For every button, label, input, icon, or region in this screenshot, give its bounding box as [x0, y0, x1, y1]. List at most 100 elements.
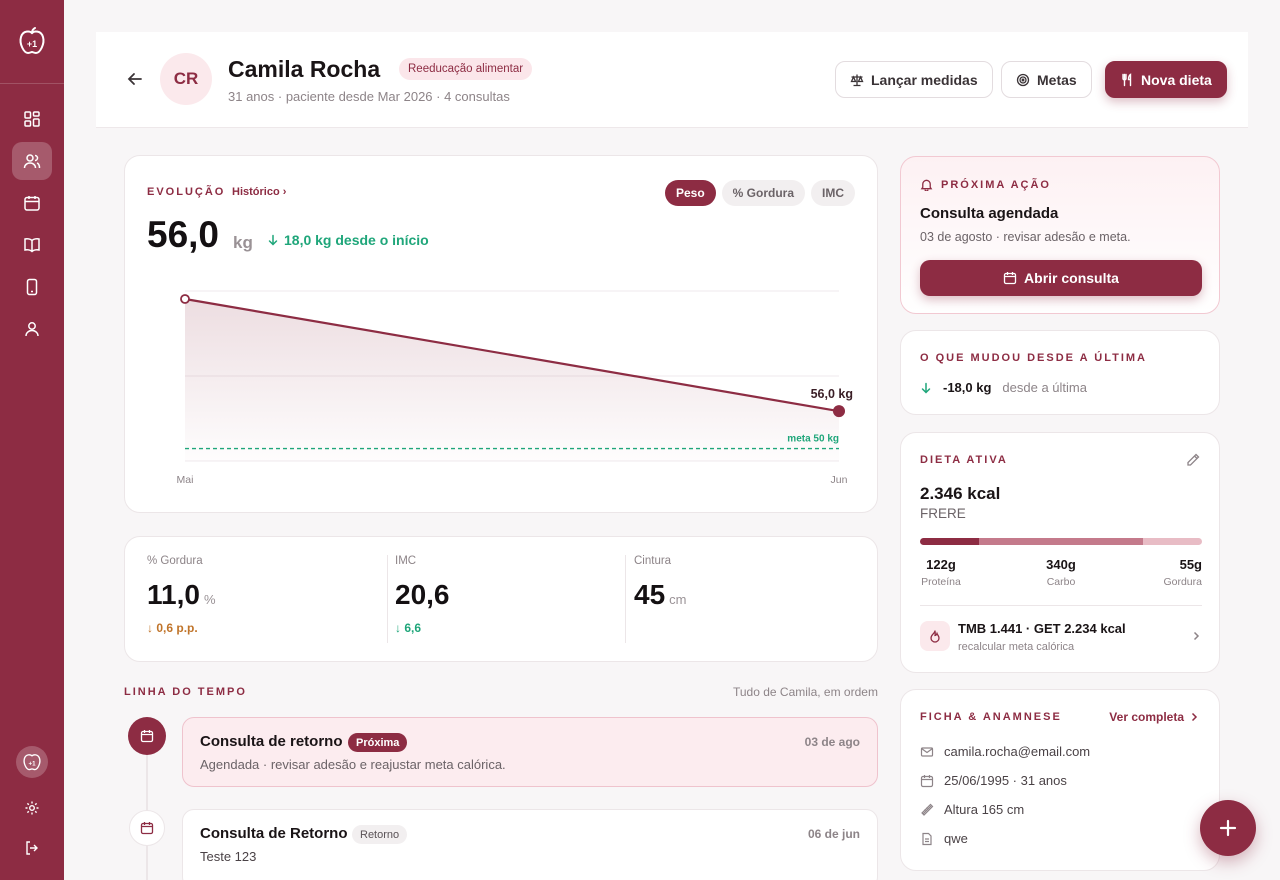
metric-gordura: % Gordura 11,0% ↓ 0,6 p.p.	[147, 555, 367, 643]
new-diet-button-label: Nova dieta	[1141, 71, 1212, 88]
nav-patients[interactable]	[12, 142, 52, 180]
macro-grams: 340g	[1046, 557, 1076, 572]
measure-button-label: Lançar medidas	[871, 71, 978, 88]
metric-cintura: Cintura 45 cm	[634, 555, 854, 643]
changes-card: O QUE MUDOU DESDE A ÚLTIMA -18,0 kg desd…	[900, 330, 1220, 415]
add-fab-button[interactable]	[1200, 800, 1256, 856]
flame-icon	[930, 630, 940, 643]
x-tick-label: Mai	[177, 474, 194, 486]
apple-logo-icon: +1	[19, 26, 45, 54]
status-badge: Próxima	[348, 733, 408, 752]
timeline-item-date: 03 de ago	[804, 735, 860, 749]
new-diet-button[interactable]: Nova dieta	[1105, 61, 1227, 98]
history-link-label: Histórico	[232, 186, 280, 198]
view-full-link[interactable]: Ver completa	[1109, 710, 1199, 724]
next-action-subtitle: 03 de agosto · revisar adesão e meta.	[920, 230, 1131, 244]
tab-gordura[interactable]: % Gordura	[721, 180, 805, 206]
timeline-subtitle: Tudo de Camila, em ordem	[733, 685, 878, 699]
timeline-item-date: 06 de jun	[807, 827, 860, 841]
changes-label: O QUE MUDOU DESDE A ÚLTIMA	[920, 352, 1147, 364]
logout-icon	[26, 841, 38, 855]
birth-row: 25/06/1995 · 31 anos	[920, 773, 1067, 788]
metric-value: 11,0%	[147, 579, 367, 611]
macro-carb: 340g Carbo	[1040, 557, 1082, 588]
metric-unit: cm	[669, 592, 687, 607]
logout-button[interactable]	[12, 828, 52, 868]
metric-tabs: Peso % Gordura IMC	[659, 180, 855, 206]
active-diet-label: DIETA ATIVA	[920, 454, 1008, 466]
metrics-card: % Gordura 11,0% ↓ 0,6 p.p. IMC 20,6 ↓ 6,…	[124, 536, 878, 662]
current-weight: 56,0	[147, 214, 220, 255]
program-badge: Reeducação alimentar	[399, 58, 533, 80]
timeline-dot-next	[128, 717, 166, 755]
record-label: FICHA & ANAMNESE	[920, 711, 1062, 723]
timeline-item-title: Consulta de Retorno	[200, 825, 348, 842]
sidebar: +1 +1	[0, 0, 64, 880]
chevron-right-icon: ›	[282, 186, 287, 198]
history-link[interactable]: Histórico ›	[232, 186, 286, 198]
plus-icon	[1219, 819, 1237, 837]
evolution-card: EVOLUÇÃO Histórico › Peso % Gordura IMC …	[124, 155, 878, 513]
back-button[interactable]	[124, 68, 146, 90]
timeline-item-next[interactable]: Consulta de retorno Próxima 03 de ago Ag…	[182, 717, 878, 787]
nav-library[interactable]	[12, 226, 52, 264]
measure-button[interactable]: Lançar medidas	[835, 61, 993, 98]
data-point-current[interactable]	[833, 405, 845, 418]
app-logo[interactable]: +1	[0, 0, 64, 84]
timeline-label: LINHA DO TEMPO	[124, 686, 247, 698]
chevron-right-icon	[1191, 712, 1198, 722]
note-value: qwe	[944, 831, 968, 846]
weight-delta: 18,0 kg desde o início	[267, 232, 429, 248]
users-icon	[23, 154, 41, 169]
evolution-label: EVOLUÇÃO	[147, 186, 226, 198]
data-point-start[interactable]	[180, 294, 190, 304]
recalculate-row[interactable]: TMB 1.441 · GET 2.234 kcal recalcular me…	[920, 621, 1202, 655]
weight-line	[184, 297, 840, 413]
timeline-dot	[129, 810, 165, 846]
macro-list: 122g Proteína 340g Carbo 55g Gordura	[920, 557, 1202, 597]
next-action-card: PRÓXIMA AÇÃO Consulta agendada 03 de ago…	[900, 156, 1220, 314]
svg-text:+1: +1	[28, 760, 36, 767]
metric-value-number: 11,0	[147, 579, 200, 610]
timeline-item[interactable]: Consulta de Retorno Retorno 06 de jun Te…	[182, 809, 878, 880]
timeline-item-title: Consulta de retorno	[200, 733, 343, 750]
height-row: Altura 165 cm	[920, 802, 1024, 817]
divider	[387, 555, 388, 643]
goal-label: meta 50 kg	[787, 434, 839, 445]
metric-label: Cintura	[634, 555, 672, 567]
apple-avatar-icon: +1	[23, 754, 41, 771]
tab-peso[interactable]: Peso	[664, 180, 716, 206]
macro-bar-carb	[979, 538, 1143, 545]
tab-imc[interactable]: IMC	[811, 180, 855, 206]
nav-mobile[interactable]	[12, 268, 52, 306]
svg-text:+1: +1	[27, 39, 37, 49]
patient-subtitle: 31 anos · paciente desde Mar 2026 · 4 co…	[228, 89, 510, 104]
book-icon	[24, 238, 40, 253]
change-note: desde a última	[1002, 380, 1087, 395]
calendar-icon	[140, 822, 154, 835]
record-card: FICHA & ANAMNESE Ver completa camila.roc…	[900, 689, 1220, 871]
open-consultation-button[interactable]: Abrir consulta	[920, 260, 1202, 296]
macro-grams: 122g	[926, 557, 956, 572]
arrow-left-icon	[127, 73, 142, 85]
flame-icon-box	[920, 621, 950, 651]
user-avatar[interactable]: +1	[16, 746, 48, 778]
nav-profile[interactable]	[12, 310, 52, 348]
document-icon	[922, 832, 932, 845]
calendar-icon	[920, 774, 934, 787]
metric-delta-text: 6,6	[404, 621, 422, 635]
goals-button[interactable]: Metas	[1001, 61, 1092, 98]
settings-button[interactable]	[12, 788, 52, 828]
weight-area	[185, 299, 839, 461]
nav-dashboard[interactable]	[12, 100, 52, 138]
macro-bar-fat	[1142, 538, 1202, 545]
macro-bar-protein	[920, 538, 980, 545]
current-value-label: 56,0 kg	[811, 387, 853, 401]
edit-diet-button[interactable]	[1185, 452, 1201, 468]
bell-icon	[920, 179, 933, 191]
calendar-icon	[24, 196, 40, 211]
calendar-icon	[140, 730, 154, 743]
nav-calendar[interactable]	[12, 184, 52, 222]
metric-delta: ↓ 0,6 p.p.	[147, 621, 198, 635]
user-icon	[25, 322, 39, 337]
